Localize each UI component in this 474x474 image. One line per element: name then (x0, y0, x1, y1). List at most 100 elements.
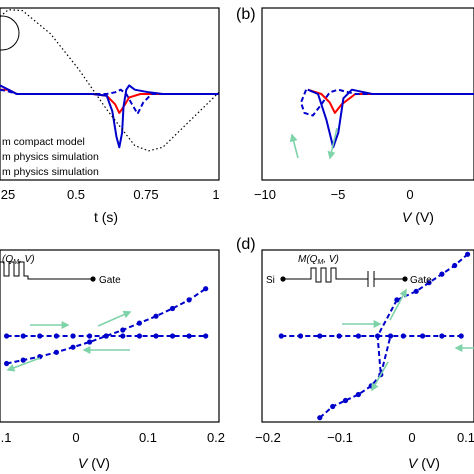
series-2-2-line (307, 88, 474, 149)
panel-b-label: (b) (236, 6, 256, 23)
series-3-2-point (4, 333, 10, 339)
d-xtick-4: 0.1 (457, 430, 474, 445)
series-4-2-point (413, 288, 419, 294)
b-xtick-2: −5 (331, 187, 346, 202)
panel-c: Gate (QM, V) .1 0 0.1 0.2 V (V) (0, 249, 225, 471)
d-arrow-up (389, 288, 407, 321)
b-xtick-3: 0 (406, 187, 413, 202)
c-xtick-3: 0.1 (139, 430, 157, 445)
series-3-2-point (20, 333, 26, 339)
c-arrow-upright (97, 310, 132, 327)
series-4-4-line (376, 299, 398, 376)
series-3-2-point (87, 333, 93, 339)
series-4-2-point (439, 271, 445, 277)
panel-d: (d) Si Gate M(QM, V) −0.2 −0.1 0 0.1 V (… (236, 236, 474, 471)
series-3-1-line (6, 287, 207, 365)
series-3-1-point (20, 357, 26, 363)
b-arrow-up (289, 133, 299, 159)
series-3-1-point (153, 313, 159, 319)
series-1-4-line (0, 9, 220, 152)
series-4-2-point (465, 251, 471, 257)
series-4-1-point (336, 333, 342, 339)
series-4-1-point (355, 333, 361, 339)
series-4-2-point (426, 280, 432, 286)
c-xlabel: V (V) (78, 455, 110, 471)
c-xtick-1: .1 (1, 430, 12, 445)
series-3-2-point (70, 333, 76, 339)
series-3-2-point (120, 333, 126, 339)
series-3-2-point (103, 333, 109, 339)
panel-b-plot (300, 88, 474, 149)
series-4-3-point (330, 403, 336, 410)
panel-c-formula: (QM, V) (2, 254, 35, 266)
panel-d-formula: M(QM, V) (298, 254, 339, 266)
legend-entry-3: m physics simulation (2, 166, 99, 178)
panel-b-axes (261, 7, 474, 181)
series-3-2-point (169, 333, 176, 339)
series-3-2-point (153, 333, 159, 339)
b-arrow-down (327, 127, 338, 160)
a-xtick-4: 1 (212, 187, 219, 202)
series-3-1-point (70, 344, 76, 350)
panel-d-si-label: Si (266, 275, 275, 286)
legend-entry-2: m physics simulation (2, 151, 99, 163)
d-arrow-down (371, 361, 389, 392)
series-4-3-point (355, 391, 361, 398)
a-xtick-3: 0.75 (133, 187, 158, 202)
panel-c-gate-node (90, 276, 96, 282)
panel-d-gate-label: Gate (410, 275, 432, 286)
panel-c-gate-label: Gate (99, 275, 121, 286)
d-xtick-3: 0 (408, 430, 415, 445)
direction-arrows (6, 127, 474, 392)
series-3-1-point (4, 360, 10, 367)
panel-a: m compact model m physics simulation m p… (0, 7, 220, 225)
series-3-1-point (120, 327, 126, 333)
series-3-2-point (203, 333, 209, 339)
series-4-1-point (458, 333, 464, 339)
a-xlabel: t (s) (94, 209, 118, 225)
d-xtick-1: −0.2 (255, 430, 281, 445)
series-4-2-point (452, 262, 458, 269)
panel-d-inset (284, 267, 404, 287)
series-4-3-point (317, 415, 323, 421)
d-xtick-2: −0.1 (327, 430, 353, 445)
series-4-1-point (387, 333, 394, 339)
series-4-1-point (297, 333, 304, 339)
series-4-1-point (420, 333, 426, 339)
c-xtick-2: 0 (72, 430, 79, 445)
series-4-2-line (396, 253, 469, 301)
a-xtick-1: 25 (1, 187, 15, 202)
legend-entry-1: m compact model (2, 136, 85, 148)
panel-c-inset (0, 261, 92, 280)
series-3-2-point (186, 333, 192, 339)
series-4-1-point (439, 333, 445, 339)
series-3-1-point (53, 349, 60, 355)
panel-d-label: (d) (236, 236, 256, 253)
series-3-1-point (186, 297, 192, 303)
series-3-1-point (87, 339, 93, 345)
panel-a-plot (0, 9, 220, 152)
series-4-3-line (319, 374, 382, 419)
d-xlabel: V (V) (408, 455, 440, 471)
series-3-2-point (37, 333, 43, 339)
b-xlabel: V (V) (402, 209, 434, 225)
series-3-1-point (169, 305, 176, 312)
b-xtick-1: −10 (254, 187, 276, 202)
series-4-3-point (342, 397, 349, 404)
panel-a-circle-marker (0, 15, 20, 51)
a-xtick-2: 0.5 (67, 187, 85, 202)
panel-c-axes (0, 249, 220, 423)
panel-b: (b) −10 −5 0 V (V) (236, 6, 474, 225)
series-2-3-line (300, 88, 474, 117)
panel-d-gate-node (402, 276, 408, 282)
series-4-1-point (317, 333, 323, 339)
c-arrow-downleft (6, 357, 41, 372)
series-4-1-point (400, 333, 406, 339)
series-3-1-point (136, 320, 142, 326)
panel-d-axes (261, 249, 474, 423)
series-4-1-point (278, 333, 284, 339)
panel-c-plot (4, 286, 209, 367)
series-1-3-line (0, 88, 219, 115)
series-3-1-point (203, 286, 209, 292)
